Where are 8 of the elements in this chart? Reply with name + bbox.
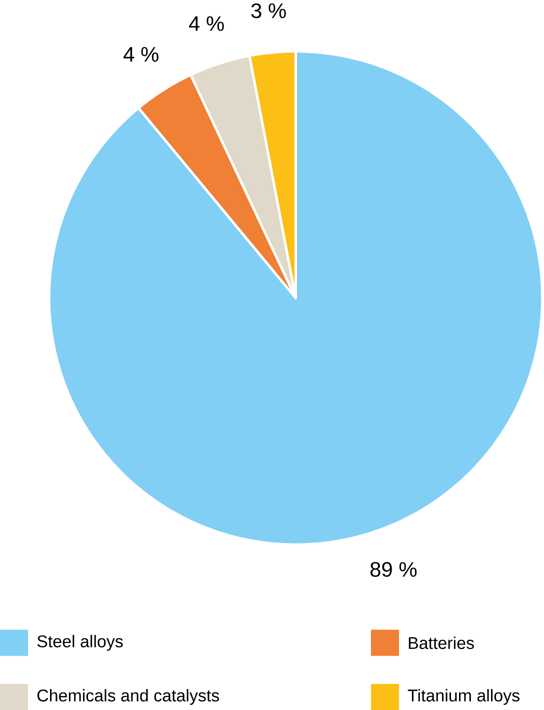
data-label: 89 %	[370, 562, 417, 577]
legend-label: Steel alloys	[38, 634, 123, 651]
legend-label: Chemicals and catalysts	[38, 689, 220, 705]
legend-label: Batteries	[409, 636, 474, 650]
data-label: 4 %	[189, 16, 224, 31]
data-label: 4 %	[124, 47, 159, 62]
data-label: 3 %	[252, 3, 286, 18]
legend-label: Titanium alloys	[408, 689, 520, 705]
